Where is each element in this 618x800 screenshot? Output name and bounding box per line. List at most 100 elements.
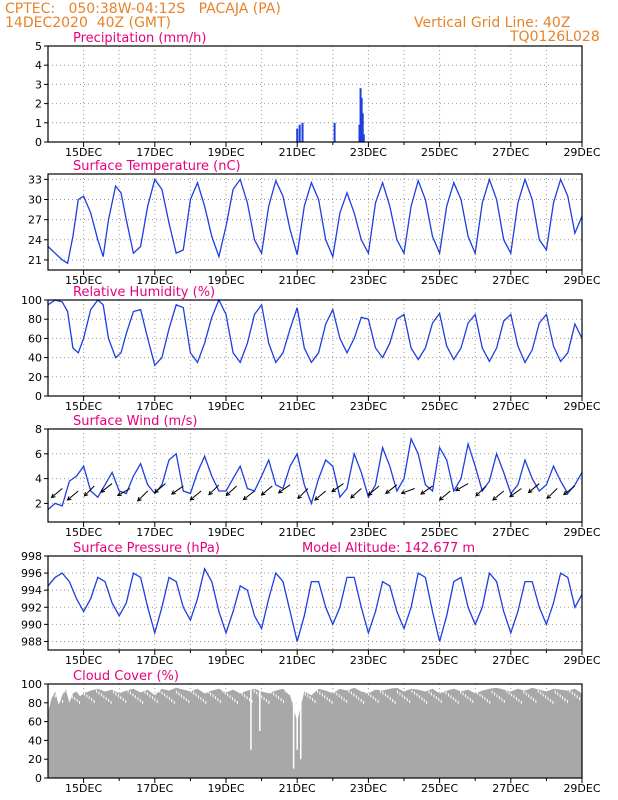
- wind-arrow: [455, 483, 469, 491]
- wind-arrow-head: [385, 489, 390, 495]
- x-tick-label: 27DEC: [492, 400, 529, 413]
- y-tick-label: 6: [35, 448, 42, 461]
- x-tick-label: 21DEC: [279, 146, 316, 159]
- wind-arrow: [261, 485, 273, 496]
- wind-arrow-head: [137, 496, 142, 502]
- precip-bar: [359, 88, 362, 142]
- wind-arrow-head: [314, 496, 319, 501]
- wind-arrow-head: [189, 496, 195, 501]
- wind-arrow-head: [170, 490, 176, 495]
- x-tick-label: 17DEC: [136, 274, 173, 287]
- x-tick-label: 25DEC: [421, 146, 458, 159]
- x-tick-label: 29DEC: [563, 274, 600, 287]
- y-tick-label: 988: [21, 635, 42, 648]
- wind-arrow: [528, 483, 540, 493]
- cloud-cover-area: [48, 687, 582, 778]
- wind-arrow: [314, 490, 327, 501]
- y-tick-label: 100: [21, 678, 42, 691]
- header-grid-line: Vertical Grid Line: 40Z: [414, 15, 571, 31]
- x-tick-label: 23DEC: [350, 400, 387, 413]
- x-tick-label: 21DEC: [279, 654, 316, 667]
- wind-arrow-head: [455, 486, 460, 492]
- x-tick-label: 23DEC: [350, 274, 387, 287]
- wind-arrow-head: [242, 495, 248, 501]
- wind-arrow-head: [100, 488, 106, 493]
- precip-bar: [301, 122, 304, 142]
- wind-arrow: [117, 488, 131, 496]
- wind-arrow: [509, 488, 522, 497]
- y-tick-label: 3: [35, 78, 42, 91]
- x-tick-label: 19DEC: [207, 654, 244, 667]
- y-tick-label: 21: [28, 254, 42, 267]
- panel-title: Surface Wind (m/s): [73, 414, 197, 429]
- panel-title: Cloud Cover (%): [73, 669, 179, 684]
- x-tick-label: 25DEC: [421, 400, 458, 413]
- x-tick-label: 19DEC: [207, 400, 244, 413]
- wind-arrow-head: [492, 496, 497, 501]
- precip-bar: [362, 134, 365, 142]
- wind-arrow: [225, 485, 238, 496]
- x-tick-label: 15DEC: [65, 782, 102, 795]
- wind-arrow-head: [350, 493, 355, 499]
- x-tick-label: 17DEC: [136, 526, 173, 539]
- series-line: [47, 567, 583, 642]
- y-tick-label: 24: [28, 234, 42, 247]
- wind-arrow-head: [277, 489, 283, 494]
- panel-title: Surface Pressure (hPa): [73, 541, 220, 556]
- wind-arrow-head: [475, 491, 480, 497]
- wind-arrow-head: [116, 491, 122, 497]
- y-tick-label: 20: [28, 753, 42, 766]
- wind-arrow-head: [527, 488, 533, 494]
- wind-arrow: [137, 490, 149, 502]
- wind-arrow: [563, 485, 576, 496]
- wind-arrow: [439, 490, 451, 501]
- wind-arrow-head: [225, 491, 231, 497]
- wind-arrow-head: [367, 491, 373, 496]
- x-tick-label: 19DEC: [207, 274, 244, 287]
- wind-arrow-head: [153, 488, 159, 494]
- wind-arrow-head: [438, 496, 444, 501]
- model-altitude: Model Altitude: 142.677 m: [302, 541, 475, 556]
- y-tick-label: 100: [21, 294, 42, 307]
- x-tick-label: 19DEC: [207, 146, 244, 159]
- wind-arrow-head: [546, 494, 552, 500]
- panel-frame: [47, 683, 583, 779]
- wind-arrow: [67, 490, 79, 501]
- wind-arrow-head: [420, 490, 426, 495]
- x-tick-label: 19DEC: [207, 526, 244, 539]
- wind-arrow-head: [297, 494, 302, 500]
- x-tick-label: 15DEC: [65, 654, 102, 667]
- precip-bar: [358, 124, 361, 142]
- wind-arrow: [171, 485, 184, 495]
- panel-frame: [47, 299, 583, 397]
- x-tick-label: 15DEC: [65, 146, 102, 159]
- wind-arrow: [100, 483, 113, 493]
- x-tick-label: 23DEC: [350, 526, 387, 539]
- wind-arrow-head: [260, 491, 266, 496]
- wind-arrow-head: [509, 492, 515, 498]
- wind-arrow-head: [50, 493, 56, 499]
- wind-arrow: [368, 485, 380, 496]
- x-tick-label: 17DEC: [136, 654, 173, 667]
- x-tick-label: 25DEC: [421, 782, 458, 795]
- x-tick-label: 27DEC: [492, 782, 529, 795]
- x-tick-label: 17DEC: [136, 782, 173, 795]
- series-line: [47, 298, 583, 367]
- wind-arrow: [546, 488, 558, 499]
- series-line: [47, 177, 583, 265]
- x-tick-label: 29DEC: [563, 146, 600, 159]
- wind-arrow: [243, 490, 255, 501]
- wind-arrow: [208, 484, 220, 496]
- wind-arrow: [492, 490, 505, 501]
- y-tick-label: 60: [28, 332, 42, 345]
- wind-arrow: [84, 485, 95, 497]
- wind-arrow: [331, 483, 344, 492]
- header-model-code: TQ0126L028: [510, 29, 600, 45]
- precip-bar: [360, 97, 363, 142]
- wind-arrow: [385, 484, 398, 494]
- wind-arrow: [350, 488, 362, 499]
- x-tick-label: 17DEC: [136, 400, 173, 413]
- x-tick-label: 21DEC: [279, 782, 316, 795]
- precip-bar: [296, 128, 299, 142]
